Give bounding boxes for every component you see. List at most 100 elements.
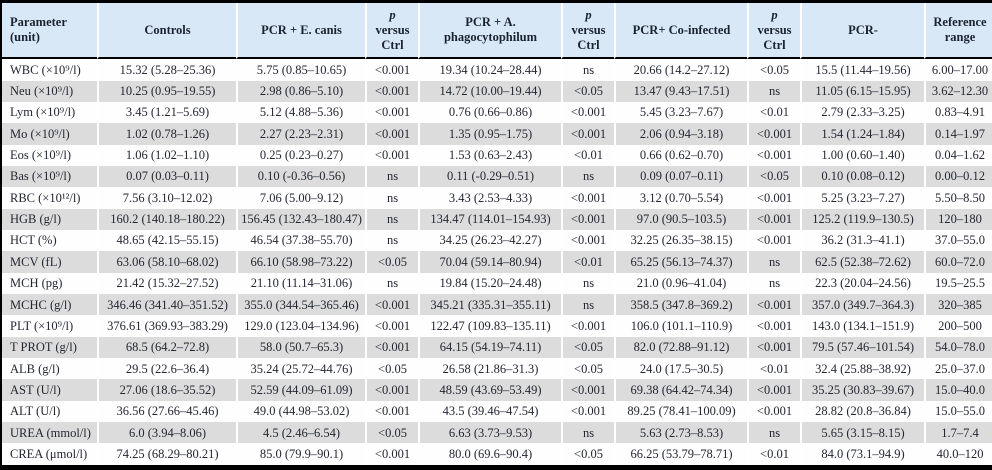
column-header-p-vs-ctrl-2: p versus Ctrl xyxy=(561,3,614,60)
value-cell: 1.00 (0.60–1.40) xyxy=(800,144,924,166)
value-cell: 6.63 (3.73–9.53) xyxy=(418,422,561,444)
value-cell: <0.001 xyxy=(365,336,418,359)
table-row: MCH (pg) 21.42 (15.32–27.52) 21.10 (11.14–… xyxy=(2,272,992,295)
value-cell: <0.05 xyxy=(747,165,800,188)
table-row: WBC (×10⁹/l) 15.32 (5.28–25.36) 5.75 (0.85… xyxy=(2,59,992,81)
value-cell: 15.5 (11.44–19.56) xyxy=(800,59,924,81)
value-cell: 64.15 (54.19–74.11) xyxy=(418,336,561,359)
value-cell: <0.001 xyxy=(747,230,800,252)
value-cell: 21.42 (15.32–27.52) xyxy=(97,272,236,295)
value-cell: 120–180 xyxy=(924,208,992,230)
value-cell: ns xyxy=(365,165,418,188)
value-cell: 21.10 (11.14–31.06) xyxy=(236,272,365,295)
parameter-cell: AST (U/l) xyxy=(10,382,61,397)
parameter-cell: MCV (fL) xyxy=(10,254,62,269)
value-cell: 0.09 (0.07–0.11) xyxy=(614,165,747,188)
value-cell: 2.98 (0.86–5.10) xyxy=(236,80,365,102)
value-cell: 22.3 (20.04–24.56) xyxy=(800,272,924,295)
value-cell: 85.0 (79.9–90.1) xyxy=(236,443,365,465)
parameter-cell: Eos (×10⁹/l) xyxy=(10,148,72,163)
parameter-cell: Bas (×10⁹/l) xyxy=(10,169,72,184)
value-cell: <0.001 xyxy=(747,123,800,145)
value-cell: 69.38 (64.42–74.34) xyxy=(614,379,747,401)
value-cell: 29.5 (22.6–36.4) xyxy=(97,358,236,380)
value-cell: <0.001 xyxy=(561,230,614,252)
value-cell: <0.001 xyxy=(365,294,418,316)
value-cell: 66.25 (53.79–78.71) xyxy=(614,443,747,465)
parameter-cell: PLT (×10⁹/l) xyxy=(10,318,74,333)
value-cell: 52.59 (44.09–61.09) xyxy=(236,379,365,401)
value-cell: ns xyxy=(365,230,418,252)
parameter-cell: WBC (×10⁹/l) xyxy=(10,62,81,77)
value-cell: 0.25 (0.23–0.27) xyxy=(236,144,365,166)
value-cell: 54.0–78.0 xyxy=(924,336,992,359)
column-header-p-vs-ctrl-3: p versus Ctrl xyxy=(747,3,800,60)
value-cell: <0.001 xyxy=(561,379,614,401)
value-cell: 0.07 (0.03–0.11) xyxy=(97,165,236,188)
value-cell: 14.72 (10.00–19.44) xyxy=(418,80,561,102)
value-cell: 2.06 (0.94–3.18) xyxy=(614,123,747,145)
value-cell: 0.10 (0.08–0.12) xyxy=(800,165,924,188)
value-cell: <0.001 xyxy=(561,123,614,145)
value-cell: 48.65 (42.15–55.15) xyxy=(97,230,236,252)
value-cell: 37.0–55.0 xyxy=(924,230,992,252)
value-cell: 1.53 (0.63–2.43) xyxy=(418,144,561,166)
column-header-pcr-a-phagocytophilum: PCR + A. phagocytophilum xyxy=(418,3,561,60)
value-cell: 27.06 (18.6–35.52) xyxy=(97,379,236,401)
value-cell: 36.56 (27.66–45.46) xyxy=(97,400,236,423)
value-cell: ns xyxy=(365,208,418,230)
value-cell: 346.46 (341.40–351.52) xyxy=(97,294,236,316)
value-cell: 36.2 (31.3–41.1) xyxy=(800,230,924,252)
column-header-pcr-negative: PCR- xyxy=(800,3,924,60)
value-cell: 358.5 (347.8–369.2) xyxy=(614,294,747,316)
parameter-cell: RBC (×10¹²/l) xyxy=(10,190,81,205)
table-row: Lym (×10⁹/l) 3.45 (1.21–5.69) 5.12 (4.88–5… xyxy=(2,101,992,124)
value-cell: 5.50–8.50 xyxy=(924,187,992,209)
value-cell: <0.01 xyxy=(747,443,800,465)
value-cell: <0.01 xyxy=(561,144,614,166)
value-cell: 3.12 (0.70–5.54) xyxy=(614,187,747,209)
value-cell: 70.04 (59.14–80.94) xyxy=(418,251,561,273)
value-cell: 5.45 (3.23–7.67) xyxy=(614,101,747,124)
value-cell: 1.35 (0.95–1.75) xyxy=(418,123,561,145)
value-cell: <0.001 xyxy=(365,123,418,145)
value-cell: 19.34 (10.24–28.44) xyxy=(418,59,561,81)
parameter-cell: T PROT (g/l) xyxy=(10,340,77,355)
value-cell: ns xyxy=(365,272,418,295)
value-cell: 7.56 (3.10–12.02) xyxy=(97,187,236,209)
value-cell: <0.001 xyxy=(365,101,418,124)
column-header-p-vs-ctrl-1: p versus Ctrl xyxy=(365,3,418,60)
value-cell: 15.32 (5.28–25.36) xyxy=(97,59,236,81)
value-cell: 6.0 (3.94–8.06) xyxy=(97,422,236,444)
value-cell: 0.76 (0.66–0.86) xyxy=(418,101,561,124)
value-cell: 6.00–17.00 xyxy=(924,59,992,81)
value-cell: 25.0–37.0 xyxy=(924,358,992,380)
value-cell: 60.0–72.0 xyxy=(924,251,992,273)
parameter-cell: HCT (%) xyxy=(10,233,57,248)
value-cell: 82.0 (72.88–91.12) xyxy=(614,336,747,359)
value-cell: 84.0 (73.1–94.9) xyxy=(800,443,924,465)
parameter-cell: MCHC (g/l) xyxy=(10,297,72,312)
value-cell: 122.47 (109.83–135.11) xyxy=(418,315,561,337)
value-cell: 26.58 (21.86–31.3) xyxy=(418,358,561,380)
value-cell: 35.25 (30.83–39.67) xyxy=(800,379,924,401)
table-row: Eos (×10⁹/l) 1.06 (1.02–1.10) 0.25 (0.23–0… xyxy=(2,144,992,166)
value-cell: 35.24 (25.72–44.76) xyxy=(236,358,365,380)
value-cell: <0.01 xyxy=(561,251,614,273)
column-header-controls: Controls xyxy=(97,3,236,60)
value-cell: 4.5 (2.46–6.54) xyxy=(236,422,365,444)
value-cell: ns xyxy=(747,422,800,444)
value-cell: 19.5–25.5 xyxy=(924,272,992,295)
value-cell: 62.5 (52.38–72.62) xyxy=(800,251,924,273)
value-cell: 0.14–1.97 xyxy=(924,123,992,145)
table-header: Parameter (unit) Controls PCR + E. canis p … xyxy=(2,3,992,60)
value-cell: 32.4 (25.88–38.92) xyxy=(800,358,924,380)
value-cell: 357.0 (349.7–364.3) xyxy=(800,294,924,316)
value-cell: 80.0 (69.6–90.4) xyxy=(418,443,561,465)
table-row: MCV (fL) 63.06 (58.10–68.02) 66.10 (58.98–… xyxy=(2,251,992,273)
value-cell: 3.45 (1.21–5.69) xyxy=(97,101,236,124)
value-cell: 5.65 (3.15–8.15) xyxy=(800,422,924,444)
value-cell: <0.001 xyxy=(747,400,800,423)
value-cell: <0.001 xyxy=(365,443,418,465)
